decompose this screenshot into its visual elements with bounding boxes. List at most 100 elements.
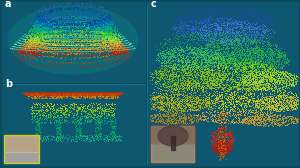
Point <box>35 30 40 33</box>
Point <box>101 15 106 18</box>
Point <box>280 63 284 66</box>
Point <box>84 96 89 99</box>
Point <box>76 135 81 138</box>
Point <box>243 58 248 61</box>
Point <box>175 77 180 79</box>
Point <box>190 121 195 124</box>
Point <box>176 51 181 54</box>
Point <box>113 27 118 30</box>
Point <box>59 15 64 17</box>
Point <box>235 80 239 83</box>
Point <box>69 14 74 16</box>
Point <box>236 84 240 86</box>
Point <box>111 38 116 41</box>
Point <box>156 117 161 120</box>
Point <box>164 74 169 77</box>
Point <box>56 39 60 42</box>
Point <box>54 2 58 5</box>
Point <box>97 23 101 25</box>
Point <box>68 51 73 54</box>
Point <box>239 118 244 121</box>
Point <box>93 17 98 20</box>
Point <box>102 28 106 31</box>
Point <box>158 105 163 108</box>
Point <box>231 43 236 45</box>
Point <box>288 72 292 74</box>
Point <box>42 39 46 42</box>
Point <box>165 60 170 63</box>
Point <box>222 136 226 139</box>
Point <box>109 133 113 136</box>
Point <box>88 47 92 50</box>
Point <box>50 32 55 35</box>
Point <box>248 58 252 61</box>
Point <box>58 56 63 59</box>
Point <box>213 50 218 52</box>
Point <box>65 22 70 25</box>
Point <box>224 24 229 27</box>
Point <box>164 62 169 65</box>
Point <box>37 39 42 41</box>
Point <box>276 121 280 124</box>
Point <box>79 21 84 23</box>
Point <box>185 52 190 55</box>
Point <box>152 116 157 118</box>
Point <box>93 134 98 137</box>
Point <box>267 96 272 98</box>
Point <box>37 26 41 28</box>
Point <box>251 85 256 88</box>
Point <box>32 33 37 36</box>
Point <box>208 73 213 75</box>
Point <box>47 112 52 115</box>
Point <box>200 88 204 90</box>
Point <box>191 66 196 68</box>
Point <box>203 53 208 56</box>
Point <box>172 106 176 108</box>
Point <box>183 81 188 84</box>
Point <box>163 84 167 86</box>
Point <box>119 43 124 46</box>
Point <box>50 48 55 51</box>
Point <box>268 20 273 23</box>
Point <box>284 99 288 101</box>
Point <box>216 77 220 80</box>
Point <box>250 61 255 64</box>
Point <box>277 97 282 99</box>
Point <box>92 16 97 18</box>
Point <box>190 120 195 123</box>
Point <box>106 23 111 25</box>
Point <box>71 33 76 35</box>
Point <box>256 40 261 43</box>
Point <box>56 16 61 19</box>
Point <box>67 18 71 21</box>
Point <box>288 73 293 76</box>
Point <box>284 96 289 99</box>
Point <box>33 44 38 47</box>
Point <box>235 91 239 93</box>
Point <box>226 137 230 140</box>
Point <box>215 57 220 59</box>
Point <box>35 35 40 38</box>
Point <box>226 56 231 59</box>
Point <box>32 38 37 40</box>
Point <box>81 19 86 22</box>
Point <box>166 84 171 87</box>
Point <box>46 32 50 35</box>
Point <box>257 71 262 74</box>
Point <box>100 15 105 17</box>
Point <box>163 54 167 57</box>
Point <box>232 61 237 64</box>
Point <box>248 73 253 76</box>
Point <box>158 68 162 70</box>
Point <box>33 124 38 127</box>
Point <box>244 92 249 95</box>
Point <box>61 22 66 25</box>
Point <box>211 82 216 85</box>
Point <box>95 55 100 57</box>
Point <box>194 57 199 60</box>
Point <box>216 146 221 149</box>
Point <box>97 51 102 53</box>
Point <box>195 113 200 115</box>
Point <box>205 79 209 81</box>
Point <box>234 76 239 78</box>
